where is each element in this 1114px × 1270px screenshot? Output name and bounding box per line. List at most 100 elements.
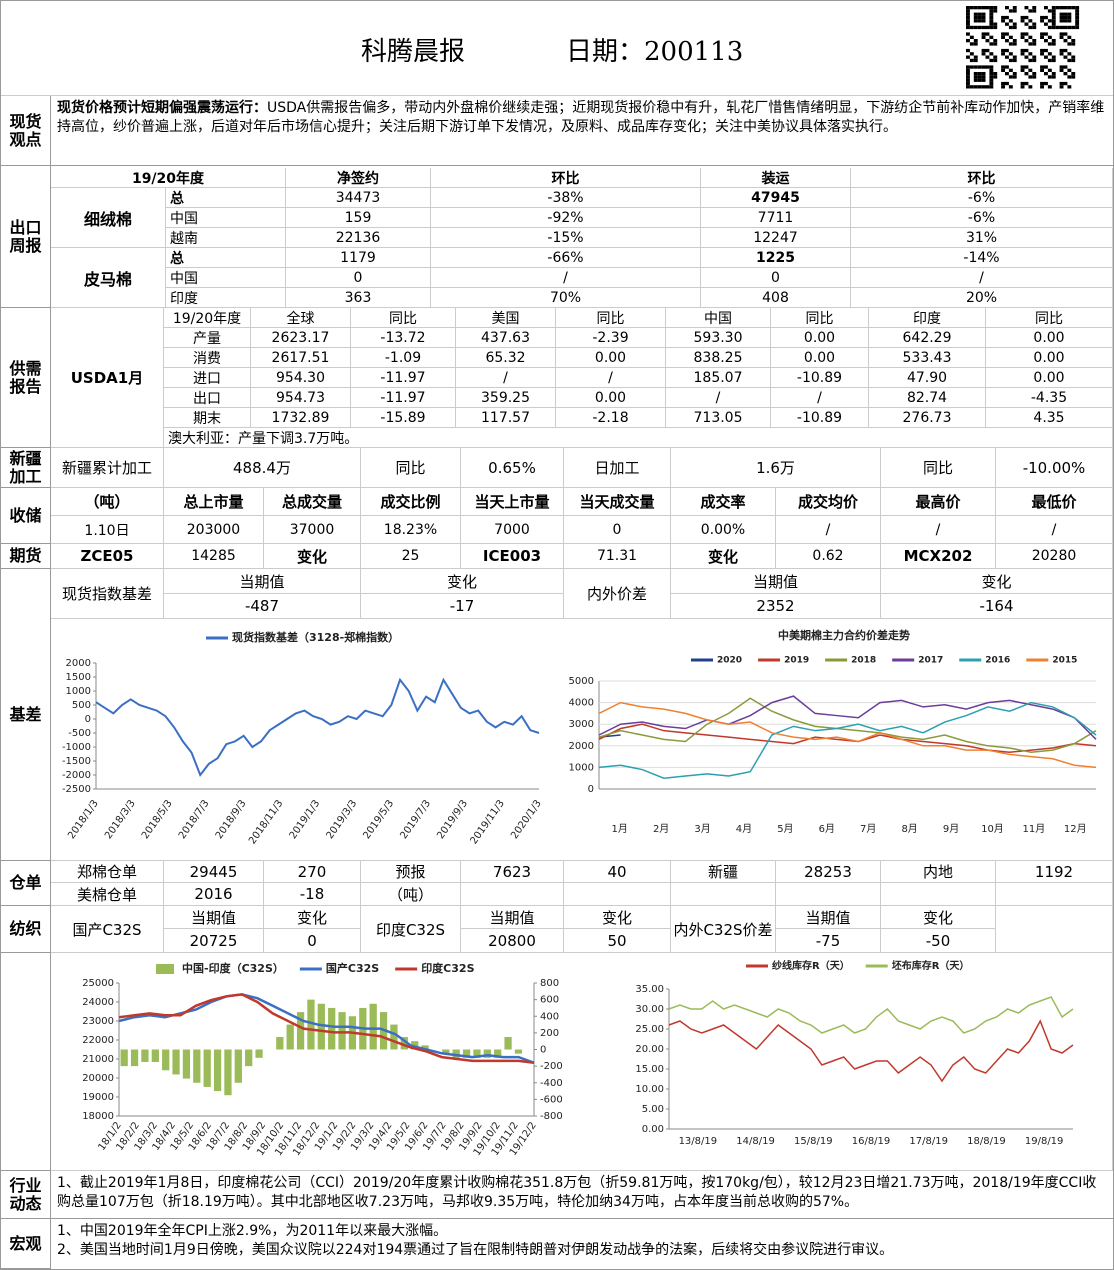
x-tick-label: 2019/5/3 bbox=[361, 798, 396, 841]
series-line bbox=[118, 993, 535, 1065]
x-tick-label: 2018/11/3 bbox=[247, 798, 285, 846]
qr-module bbox=[1028, 58, 1033, 63]
y-tick-label: 2000 bbox=[66, 658, 91, 669]
qr-module bbox=[1063, 72, 1068, 76]
bar bbox=[317, 1003, 325, 1050]
bar bbox=[390, 1024, 398, 1050]
qr-module bbox=[1024, 65, 1029, 69]
table-cell: 当期值 bbox=[164, 906, 264, 929]
qr-module bbox=[1028, 19, 1033, 23]
qr-module bbox=[1032, 55, 1037, 59]
column-header: 当天成交量 bbox=[564, 488, 671, 516]
qr-module bbox=[989, 58, 994, 63]
qr-module bbox=[1024, 6, 1029, 10]
group-name: 细绒棉 bbox=[51, 188, 166, 248]
table-cell: -15% bbox=[431, 228, 701, 248]
qr-module bbox=[1028, 35, 1033, 39]
legend-label: 2017 bbox=[918, 656, 943, 666]
qr-module bbox=[981, 32, 986, 36]
series-line bbox=[95, 677, 540, 778]
column-header: 环比 bbox=[431, 168, 701, 188]
section-label: 仓单 bbox=[1, 861, 51, 906]
table-cell: 185.07 bbox=[666, 368, 771, 388]
qr-module bbox=[1075, 9, 1080, 13]
bar bbox=[120, 1049, 128, 1067]
table-cell: 47.90 bbox=[869, 368, 986, 388]
qr-module bbox=[989, 65, 994, 69]
qr-module bbox=[1047, 9, 1052, 13]
qr-module bbox=[981, 12, 986, 16]
table-cell: 中国 bbox=[166, 268, 286, 288]
y-tick-label: 23000 bbox=[82, 1016, 114, 1027]
qr-module bbox=[966, 12, 970, 16]
qr-module bbox=[1063, 12, 1068, 16]
qr-module bbox=[1032, 9, 1037, 13]
table-cell: 47945 bbox=[701, 188, 851, 208]
y-tick-label: -1500 bbox=[62, 756, 91, 767]
table-cell: 437.63 bbox=[456, 328, 556, 348]
qr-module bbox=[1028, 85, 1033, 89]
qr-module bbox=[1028, 42, 1033, 46]
qr-module bbox=[1008, 85, 1013, 89]
table-cell: 7711 bbox=[701, 208, 851, 228]
table-cell: 0.00 bbox=[771, 348, 869, 368]
legend-label: 2015 bbox=[1052, 656, 1077, 666]
qr-module bbox=[973, 65, 978, 69]
qr-module bbox=[1001, 65, 1005, 69]
qr-module bbox=[1059, 19, 1064, 23]
qr-module bbox=[1032, 42, 1037, 46]
series-line bbox=[598, 701, 1097, 769]
qr-module bbox=[1047, 25, 1052, 30]
qr-module bbox=[1008, 35, 1013, 39]
y-tick-label: 500 bbox=[72, 700, 91, 711]
qr-module bbox=[1044, 15, 1048, 20]
table-cell: 7000 bbox=[461, 516, 564, 544]
qr-module bbox=[1040, 68, 1044, 72]
qr-module bbox=[1047, 19, 1052, 23]
qr-module bbox=[977, 78, 982, 82]
table-cell: 4.35 bbox=[986, 408, 1113, 428]
qr-module bbox=[1071, 6, 1076, 10]
qr-module bbox=[989, 12, 994, 16]
table-cell: 203000 bbox=[164, 516, 264, 544]
qr-module bbox=[1044, 72, 1048, 76]
qr-module bbox=[981, 78, 986, 82]
qr-module bbox=[1008, 9, 1013, 13]
table-cell: 2352 bbox=[671, 594, 881, 619]
column-header: 同比 bbox=[556, 308, 666, 328]
table-cell: 产量 bbox=[164, 328, 251, 348]
table-cell: 1225 bbox=[701, 248, 851, 268]
qr-module bbox=[1028, 25, 1033, 30]
table-cell: 1179 bbox=[286, 248, 431, 268]
qr-module bbox=[1040, 65, 1044, 69]
x-tick-label: 2019/9/3 bbox=[435, 798, 470, 841]
x-tick-label: 3月 bbox=[694, 823, 710, 835]
qr-module bbox=[1044, 65, 1048, 69]
qr-module bbox=[1024, 22, 1029, 26]
qr-module bbox=[973, 12, 978, 16]
bar bbox=[442, 1049, 450, 1054]
qr-module bbox=[1008, 52, 1013, 56]
qr-module bbox=[1059, 65, 1064, 69]
x-tick-label: 19/8/19 bbox=[1025, 1136, 1064, 1147]
table-cell: 内地 bbox=[881, 861, 996, 883]
table-cell: / bbox=[556, 368, 666, 388]
x-tick-label: 2018/3/3 bbox=[103, 798, 138, 841]
table-cell: 28253 bbox=[776, 861, 881, 883]
qr-module bbox=[993, 39, 998, 43]
qr-module bbox=[969, 6, 974, 10]
section-label: 基差 bbox=[1, 569, 51, 861]
table-cell: ZCE05 bbox=[51, 544, 164, 569]
x-tick-label: 2018/1/3 bbox=[66, 798, 101, 841]
section-label: 新疆加工 bbox=[1, 448, 51, 488]
table-cell: 50 bbox=[564, 929, 671, 953]
table-cell: ICE003 bbox=[461, 544, 564, 569]
table-cell: -6% bbox=[851, 208, 1113, 228]
x-tick-label: 16/8/19 bbox=[852, 1136, 891, 1147]
y-tick-label: 800 bbox=[540, 978, 559, 989]
table-cell: -17 bbox=[361, 594, 564, 619]
qr-module bbox=[973, 75, 978, 79]
y-tick-label: 3000 bbox=[569, 719, 594, 730]
qr-module bbox=[1020, 32, 1025, 36]
column-header: 同比 bbox=[771, 308, 869, 328]
